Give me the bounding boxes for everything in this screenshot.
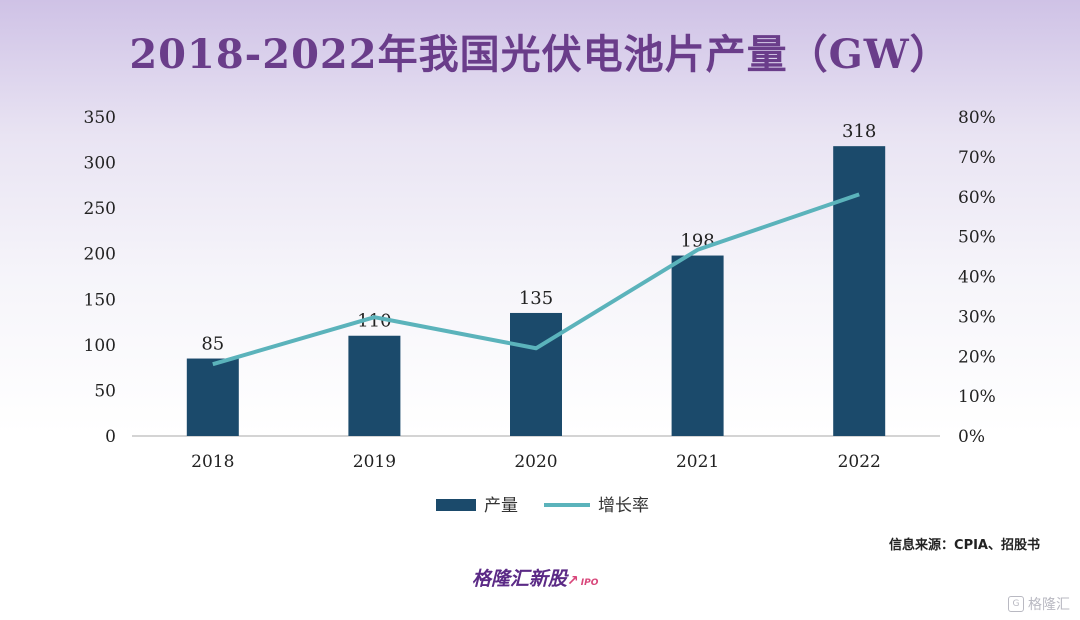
bar-data-label: 85	[201, 334, 224, 355]
x-tick-label: 2022	[838, 452, 881, 472]
line-series	[212, 192, 860, 367]
bar	[186, 358, 239, 436]
arrow-up-icon: ↗	[567, 573, 579, 589]
right-tick-label: 70%	[958, 148, 996, 168]
right-tick-label: 10%	[958, 387, 996, 407]
right-tick-label: 0%	[958, 427, 985, 447]
x-tick-label: 2021	[676, 452, 719, 472]
chart-title: 2018-2022年我国光伏电池片产量（GW）	[129, 31, 951, 78]
left-tick-label: 200	[84, 245, 116, 265]
right-tick-label: 40%	[958, 268, 996, 288]
x-tick-label: 2020	[514, 452, 557, 472]
left-tick-label: 350	[84, 108, 116, 128]
x-tick-label: 2019	[353, 452, 396, 472]
left-axis: 0 50 100 150 200 250 300 350	[84, 108, 116, 447]
watermark: G 格隆汇	[1008, 594, 1070, 614]
bar	[510, 312, 562, 436]
left-tick-label: 100	[84, 336, 116, 356]
left-tick-label: 150	[84, 290, 116, 310]
bar	[833, 146, 886, 436]
brand-name: 格隆汇新股	[472, 568, 568, 590]
legend-label: 增长率	[598, 496, 649, 516]
x-tick-label: 2018	[191, 452, 234, 472]
watermark-text: 格隆汇	[1028, 597, 1070, 613]
left-tick-label: 50	[94, 381, 116, 401]
logo-icon: G	[1008, 596, 1024, 612]
right-tick-label: 50%	[958, 228, 996, 248]
brand-sub: IPO	[580, 578, 599, 588]
right-tick-label: 30%	[958, 307, 996, 327]
left-tick-label: 250	[84, 199, 116, 219]
right-axis: 0% 10% 20% 30% 40% 50% 60% 70% 80%	[958, 108, 996, 447]
source-note: 信息来源：CPIA、招股书	[889, 538, 1040, 553]
legend: 产量 增长率	[436, 496, 649, 516]
bar	[671, 255, 724, 436]
x-tick-labels: 2018 2019 2020 2021 2022	[191, 452, 881, 472]
right-tick-label: 20%	[958, 347, 996, 367]
legend-swatch-bar	[436, 499, 476, 511]
left-tick-label: 300	[84, 154, 116, 174]
left-tick-label: 0	[105, 427, 116, 447]
right-tick-label: 60%	[958, 188, 996, 208]
bar-data-label: 110	[357, 311, 391, 332]
bar-data-label: 135	[519, 288, 553, 309]
bar-data-label: 318	[842, 121, 876, 142]
brand-logo: 格隆汇新股↗ IPO	[472, 564, 598, 591]
legend-label: 产量	[484, 496, 518, 516]
right-tick-label: 80%	[958, 108, 996, 128]
bar	[348, 335, 401, 436]
